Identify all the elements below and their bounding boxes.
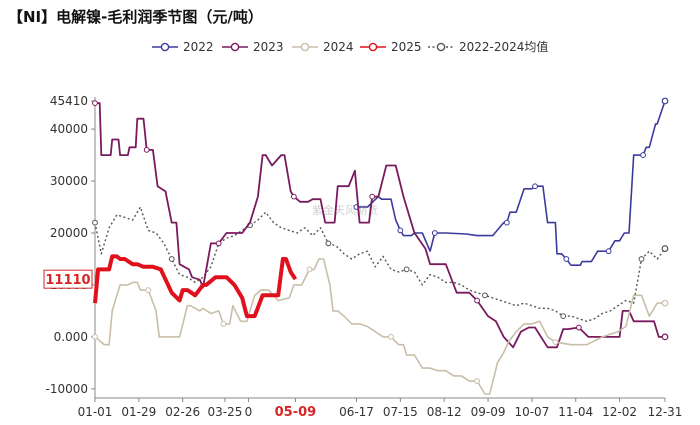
series-point-4-70 <box>638 256 645 262</box>
y-tick-label-5: 0.000 <box>54 330 88 344</box>
series-lines <box>92 97 669 395</box>
x-tick-label-0: 01-01 <box>78 405 113 419</box>
series-point-2-48 <box>388 333 394 340</box>
legend: 2022 2023 2024 2025 2022-2024均值 <box>152 39 548 54</box>
series-line-3 <box>93 254 298 319</box>
series-point-2-24 <box>220 321 227 327</box>
series-point-2-60 <box>474 378 480 384</box>
y-tick-label-6: -10000 <box>45 382 88 396</box>
series-line-1 <box>95 102 665 349</box>
series-point-4-60 <box>560 313 567 320</box>
series-point-2-36 <box>306 266 313 273</box>
series-point-1-0 <box>92 100 98 107</box>
series-point-1-24 <box>215 240 222 247</box>
series-point-2-0 <box>92 333 98 340</box>
legend-label-4: 2022-2024均值 <box>459 39 548 54</box>
y-tick-labels: 45410400003000020000100000.000-10000 <box>45 94 95 396</box>
chart-title: 【NI】电解镍-毛利润季节图（元/吨） <box>8 8 263 26</box>
series-point-0-24 <box>532 183 538 190</box>
legend-marker-3 <box>368 42 378 52</box>
series-end-point-1 <box>661 333 669 341</box>
legend-marker-0 <box>160 42 170 52</box>
series-point-0-6 <box>397 227 404 234</box>
series-line-4 <box>94 206 666 322</box>
series-point-1-12 <box>143 146 150 153</box>
y-tick-label-3: 20000 <box>50 226 88 240</box>
x-tick-label-5: 05-09 <box>275 405 317 420</box>
legend-marker-2 <box>300 42 310 52</box>
series-point-4-40 <box>403 266 410 273</box>
series-end-point-0 <box>661 97 669 105</box>
series-point-1-72 <box>575 324 582 331</box>
x-tick-label-8: 08-12 <box>427 405 462 419</box>
series-point-0-18 <box>503 219 510 226</box>
axes <box>94 97 665 399</box>
x-tick-label-10: 10-07 <box>514 405 549 419</box>
legend-label-2: 2024 <box>323 40 354 54</box>
x-tick-label-11: 11-04 <box>558 405 593 419</box>
x-tick-label-9: 09-09 <box>471 405 506 419</box>
x-tick-label-2: 02-26 <box>165 405 200 419</box>
series-point-0-42 <box>640 152 646 158</box>
series-point-2-72 <box>552 339 559 345</box>
last-value-badge: 11110 <box>43 269 93 289</box>
x-tick-label-1: 01-29 <box>121 405 156 419</box>
series-point-0-12 <box>431 230 438 236</box>
x-tick-labels: 01-01 01-29 02-26 03-25 0 05-09 06-17 07-15 08-1… <box>78 398 683 420</box>
series-point-4-10 <box>168 256 175 262</box>
series-point-0-30 <box>563 256 570 262</box>
x-tick-label-12: 12-02 <box>602 405 637 419</box>
x-tick-label-3: 03-25 <box>208 405 243 419</box>
series-line-2 <box>94 258 665 395</box>
y-tick-label-0: 45410 <box>50 94 88 108</box>
series-point-0-36 <box>605 248 612 255</box>
series-point-1-36 <box>290 193 297 200</box>
series-point-4-0 <box>92 219 98 226</box>
x-tick-label-4: 0 <box>245 405 253 419</box>
y-tick-label-1: 40000 <box>50 122 88 136</box>
x-tick-label-6: 06-17 <box>339 405 374 419</box>
legend-marker-4 <box>436 42 446 52</box>
legend-label-1: 2023 <box>253 40 284 54</box>
series-line-0 <box>356 100 666 267</box>
series-point-1-48 <box>369 193 376 200</box>
last-value-label: 11110 <box>45 273 90 288</box>
x-tick-label-13: 12-31 <box>648 405 683 419</box>
legend-marker-1 <box>230 42 240 52</box>
series-point-4-30 <box>325 240 332 247</box>
series-point-1-60 <box>474 297 480 304</box>
x-tick-label-7: 07-15 <box>383 405 418 419</box>
last-value-box <box>43 269 93 289</box>
series-end-point-4 <box>661 245 669 252</box>
legend-label-3: 2025 <box>391 40 422 54</box>
y-tick-label-2: 30000 <box>50 174 88 188</box>
legend-label-0: 2022 <box>183 40 214 54</box>
series-end-point-2 <box>661 299 669 307</box>
series-point-4-50 <box>482 292 488 299</box>
series-point-2-12 <box>145 287 152 294</box>
